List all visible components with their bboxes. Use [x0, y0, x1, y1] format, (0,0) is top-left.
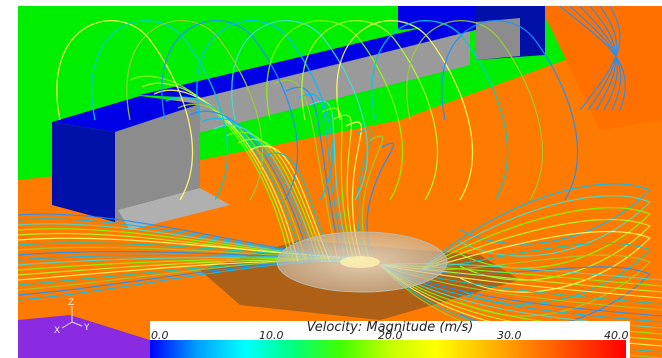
streamline: [406, 20, 544, 201]
floor-right-panel: [540, 6, 662, 130]
streamline: [189, 110, 311, 263]
colorbar-tick-label: 40.0: [604, 329, 629, 342]
streamline: [371, 20, 509, 201]
streamline: [419, 183, 652, 271]
streamline: [273, 79, 339, 263]
triad-x-label: X: [54, 326, 60, 336]
triad-y-label: Y: [83, 323, 90, 333]
streamline: [569, 5, 622, 111]
triad-x-axis: [61, 321, 73, 329]
streamline: [579, 5, 621, 111]
streamline: [285, 86, 343, 263]
streamline: [419, 195, 652, 271]
right-block-top: [398, 6, 476, 30]
streamline: [297, 93, 347, 263]
streamline: [419, 219, 652, 281]
streamline: [419, 242, 652, 305]
streamline: [91, 20, 229, 201]
coordinate-triad: Z X Y: [54, 298, 90, 336]
streamline: [356, 128, 373, 263]
streamline: [231, 20, 369, 201]
streamline: [153, 89, 299, 263]
streamline: [579, 5, 618, 111]
streamline: [301, 20, 439, 201]
streamline: [177, 103, 307, 263]
streamline: [165, 96, 303, 263]
disk-hub: [340, 256, 380, 268]
streamline: [321, 107, 355, 263]
left-block-front: [52, 122, 115, 222]
left-block-side: [115, 104, 200, 222]
streamline: [213, 124, 319, 263]
streamline: [129, 75, 291, 263]
block-rail-side: [130, 30, 470, 150]
streamline: [56, 20, 194, 201]
streamline: [196, 20, 334, 201]
streamline: [225, 131, 323, 263]
streamline: [419, 230, 652, 293]
triad-z-label: Z: [68, 298, 74, 308]
streamline: [141, 82, 295, 263]
streamline: [441, 20, 579, 201]
colorbar-title: Velocity: Magnitude (m/s): [307, 320, 474, 335]
colorbar-tick-label: 20.0: [378, 329, 403, 342]
colorbar-ticks: 0.0 10.0 20.0 30.0 40.0: [151, 329, 629, 342]
streamline: [589, 5, 617, 111]
colorbar-tick-label: 30.0: [497, 329, 522, 342]
triad-y-axis: [71, 321, 83, 327]
streamline: [345, 121, 363, 263]
colorbar-tick-label: 10.0: [259, 329, 284, 342]
colorbar-tick-label: 0.0: [151, 329, 169, 342]
colorbar-legend: Velocity: Magnitude (m/s) 0.0 10.0 20.0 30.…: [150, 320, 630, 358]
colorbar-gradient-bar: [150, 340, 626, 358]
streamline: [309, 100, 351, 263]
streamline: [161, 20, 299, 201]
streamline: [126, 20, 264, 201]
block-rail-top: [140, 14, 540, 98]
streamline: [333, 114, 359, 263]
purple-strip: [18, 315, 150, 358]
streamline: [587, 5, 618, 111]
streamline: [201, 117, 315, 263]
streamline: [266, 20, 404, 201]
left-block-base: [118, 188, 230, 230]
streamline: [237, 138, 327, 263]
streamline: [336, 20, 474, 201]
streamline: [419, 254, 652, 317]
streamline: [559, 5, 626, 111]
